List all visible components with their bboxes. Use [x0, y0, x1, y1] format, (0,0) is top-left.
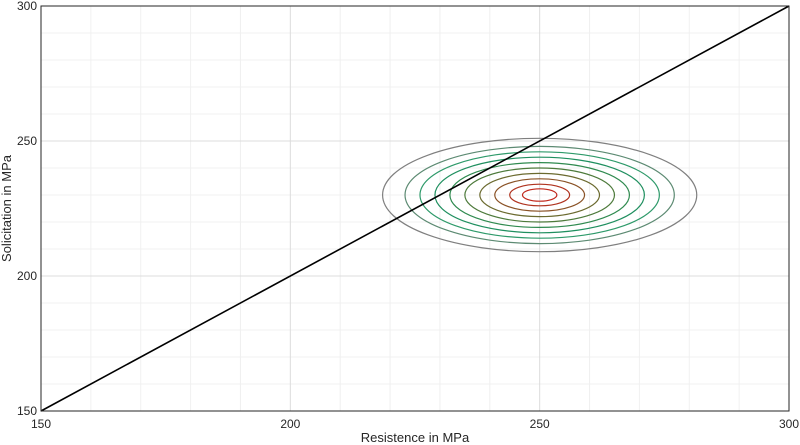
contour-line: [381, 137, 698, 253]
contour-line: [494, 178, 586, 212]
y-tick-label: 300: [17, 0, 37, 13]
contour-line: [479, 172, 601, 218]
x-axis-label: Resistence in MPa: [361, 430, 470, 445]
tick-labels: 150 200 250 300 150 200 250 300: [17, 0, 799, 431]
x-tick-label: 300: [779, 417, 799, 431]
plot-frame: [40, 5, 790, 412]
series-group: [40, 5, 790, 412]
x-tick-label: 150: [31, 417, 51, 431]
minor-grid: [41, 6, 789, 411]
contour-line: [521, 188, 558, 202]
contour-line: [434, 156, 645, 234]
contour-line: [449, 162, 631, 229]
limit-state-line: [40, 5, 790, 412]
contour-line: [404, 145, 675, 245]
y-tick-label: 250: [17, 134, 37, 148]
x-tick-label: 200: [280, 417, 300, 431]
y-tick-label: 200: [17, 269, 37, 283]
contour-set: [381, 137, 698, 253]
contour-line: [419, 151, 660, 239]
x-tick-label: 250: [530, 417, 550, 431]
contour-line: [464, 167, 616, 223]
y-tick-label: 150: [17, 404, 37, 418]
contour-line: [509, 183, 571, 207]
y-axis-label: Solicitation in MPa: [0, 154, 14, 262]
